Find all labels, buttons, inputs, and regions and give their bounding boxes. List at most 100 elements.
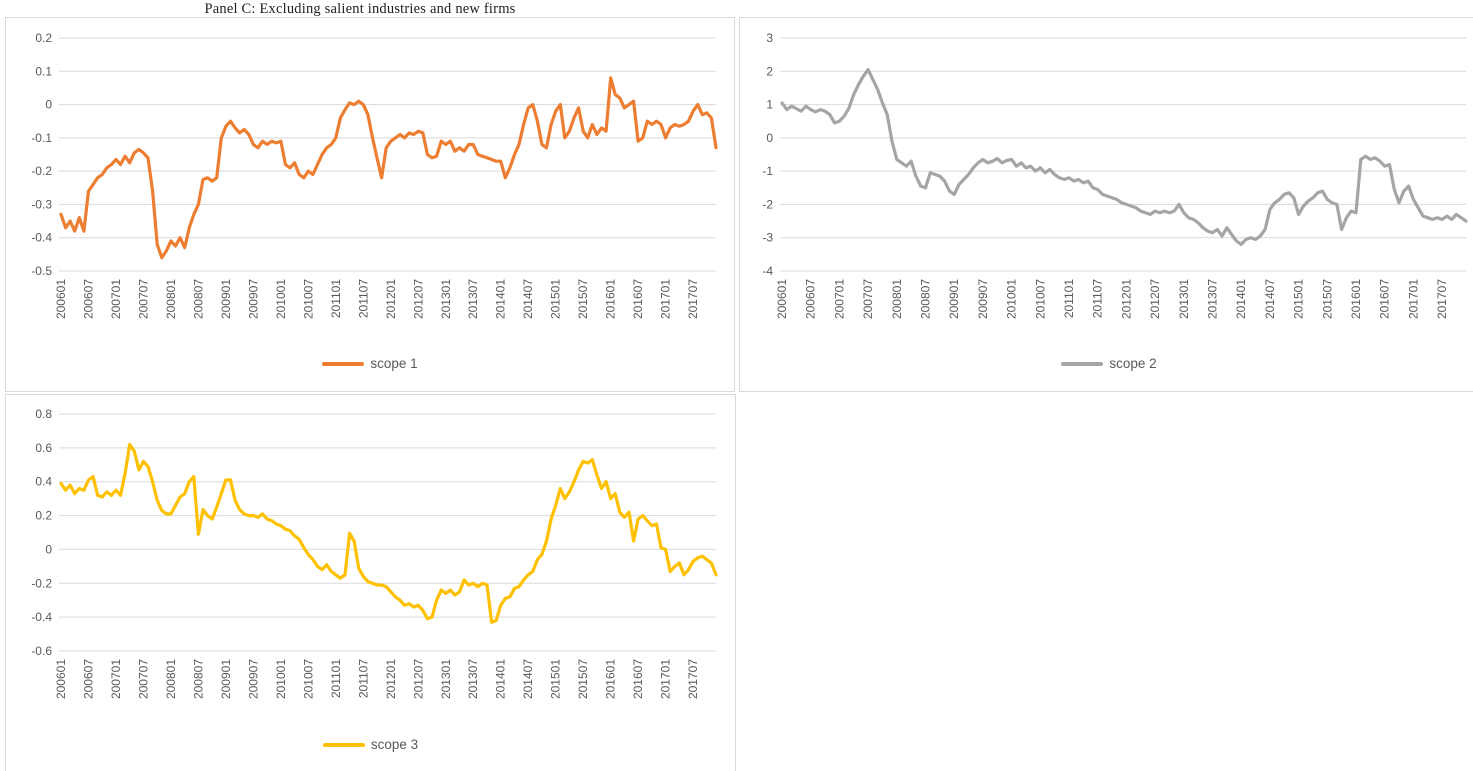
x-axis-tick-label: 200907 (976, 279, 990, 319)
x-axis-tick-label: 201001 (1005, 279, 1019, 319)
x-axis-tick-label: 201107 (1091, 279, 1105, 318)
x-axis-tick-label: 200601 (54, 659, 68, 699)
figure-title: Panel C: Excluding salient industries an… (204, 1, 516, 17)
legend-scope-2: scope 2 (740, 356, 1473, 371)
x-axis-tick-label: 201507 (1320, 279, 1334, 319)
x-axis-tick-label: 201601 (604, 279, 618, 319)
y-axis-tick-label: 0.2 (35, 509, 52, 523)
x-axis-labels: 200601 200607 200701 200707 200801 200807 2009… (775, 279, 1449, 319)
x-axis-tick-label: 201701 (1406, 279, 1420, 319)
x-axis-tick-label: 200807 (191, 279, 205, 319)
x-axis-tick-label: 201607 (1378, 279, 1392, 319)
y-axis-tick-label: -0.5 (31, 264, 52, 278)
x-axis-tick-label: 200701 (109, 279, 123, 319)
x-axis-tick-label: 201001 (274, 659, 288, 699)
x-axis-tick-label: 201401 (494, 279, 508, 319)
chart-panel-scope-2: 3 2 1 0 -1 -2 -3 -4 200601 200607 200701 200707 2008… (739, 17, 1473, 392)
x-axis-tick-label: 201607 (631, 279, 645, 319)
x-axis-tick-label: 200607 (82, 659, 96, 699)
x-axis-tick-label: 200901 (219, 279, 233, 319)
legend-line-swatch-scope-1 (322, 361, 365, 366)
y-axis-tick-label: 0.8 (35, 407, 52, 421)
x-axis-tick-label: 201007 (1033, 279, 1047, 319)
gridlines-and-y-axis: 0.2 0.1 0 -0.1 -0.2 -0.3 -0.4 -0.5 (31, 31, 716, 278)
y-axis-tick-label: 0.1 (35, 64, 52, 78)
x-axis-tick-label: 200707 (136, 659, 150, 699)
x-axis-tick-label: 201101 (1062, 279, 1076, 318)
x-axis-tick-label: 200907 (246, 279, 260, 319)
x-axis-tick-label: 201501 (549, 659, 563, 699)
y-axis-tick-label: 0 (766, 131, 773, 145)
y-axis-tick-label: 0.6 (35, 441, 52, 455)
x-axis-tick-label: 201001 (274, 279, 288, 319)
x-axis-tick-label: 200807 (191, 659, 205, 699)
y-axis-tick-label: -0.4 (31, 610, 52, 624)
x-axis-tick-label: 200801 (164, 279, 178, 319)
x-axis-tick-label: 201707 (686, 279, 700, 319)
x-axis-tick-label: 201407 (521, 659, 535, 699)
x-axis-tick-label: 200701 (832, 279, 846, 319)
series-line-scope-3 (59, 442, 718, 624)
chart-panel-scope-3: 0.8 0.6 0.4 0.2 0 -0.2 -0.4 -0.6 200601 200607 200… (5, 394, 736, 771)
y-axis-tick-label: -3 (762, 231, 773, 245)
x-axis-tick-label: 201501 (549, 279, 563, 319)
y-axis-tick-label: 0 (45, 542, 52, 556)
y-axis-tick-label: -0.2 (31, 164, 52, 178)
y-axis-tick-label: -4 (762, 264, 773, 278)
x-axis-tick-label: 201107 (356, 279, 370, 318)
legend-scope-3: scope 3 (6, 737, 735, 752)
series-line-scope-2 (780, 67, 1468, 246)
y-axis-tick-label: -0.6 (31, 644, 52, 658)
y-axis-tick-label: -0.3 (31, 197, 52, 211)
x-axis-tick-label: 201207 (1148, 279, 1162, 319)
x-axis-tick-label: 200901 (947, 279, 961, 319)
x-axis-tick-label: 201301 (439, 279, 453, 319)
x-axis-tick-label: 200607 (82, 279, 96, 319)
y-axis-tick-label: 2 (766, 64, 773, 78)
legend-line-swatch-scope-3 (322, 742, 365, 747)
x-axis-tick-label: 201507 (576, 659, 590, 699)
x-axis-tick-label: 201107 (356, 659, 370, 698)
x-axis-tick-label: 201601 (604, 659, 618, 699)
y-axis-tick-label: -0.2 (31, 576, 52, 590)
x-axis-tick-label: 201207 (411, 279, 425, 319)
y-axis-tick-label: 0 (45, 98, 52, 112)
x-axis-tick-label: 201007 (301, 659, 315, 699)
x-axis-tick-label: 200901 (219, 659, 233, 699)
y-axis-tick-label: 1 (766, 98, 773, 112)
y-axis-tick-label: -2 (762, 197, 773, 211)
x-axis-tick-label: 200801 (164, 659, 178, 699)
y-axis-tick-label: -0.4 (31, 231, 52, 245)
y-axis-tick-label: -0.1 (31, 131, 52, 145)
x-axis-tick-label: 201407 (1263, 279, 1277, 319)
x-axis-tick-label: 201301 (439, 659, 453, 699)
x-axis-tick-label: 201407 (521, 279, 535, 319)
legend-label-scope-1: scope 1 (370, 356, 418, 371)
gridlines-and-y-axis: 0.8 0.6 0.4 0.2 0 -0.2 -0.4 -0.6 (31, 407, 716, 658)
x-axis-tick-label: 201301 (1177, 279, 1191, 319)
x-axis-tick-label: 200907 (246, 659, 260, 699)
x-axis-tick-label: 200601 (775, 279, 789, 319)
x-axis-tick-label: 201707 (1435, 279, 1449, 319)
x-axis-tick-label: 201101 (329, 659, 343, 698)
x-axis-tick-label: 200601 (54, 279, 68, 319)
x-axis-tick-label: 201201 (384, 659, 398, 699)
gridlines-and-y-axis: 3 2 1 0 -1 -2 -3 -4 (762, 31, 1466, 278)
chart-panel-scope-1: 0.2 0.1 0 -0.1 -0.2 -0.3 -0.4 -0.5 200601 200607 2… (5, 17, 735, 392)
x-axis-tick-label: 201701 (659, 659, 673, 699)
x-axis-tick-label: 200807 (919, 279, 933, 319)
x-axis-tick-label: 200801 (890, 279, 904, 319)
x-axis-tick-label: 201101 (329, 279, 343, 318)
x-axis-tick-label: 201701 (659, 279, 673, 319)
y-axis-tick-label: 3 (766, 31, 773, 45)
x-axis-tick-label: 200701 (109, 659, 123, 699)
x-axis-tick-label: 200707 (861, 279, 875, 319)
x-axis-labels: 200601 200607 200701 200707 200801 200807 2009… (54, 659, 700, 699)
x-axis-tick-label: 201707 (686, 659, 700, 699)
x-axis-tick-label: 201401 (1234, 279, 1248, 319)
x-axis-tick-label: 201507 (576, 279, 590, 319)
